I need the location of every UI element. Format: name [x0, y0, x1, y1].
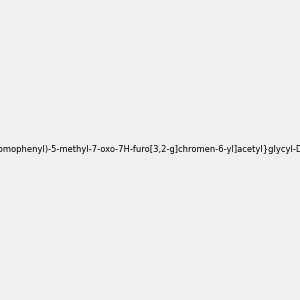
Text: N-{[3-(4-bromophenyl)-5-methyl-7-oxo-7H-furo[3,2-g]chromen-6-yl]acetyl}glycyl-D-: N-{[3-(4-bromophenyl)-5-methyl-7-oxo-7H-…: [0, 146, 300, 154]
